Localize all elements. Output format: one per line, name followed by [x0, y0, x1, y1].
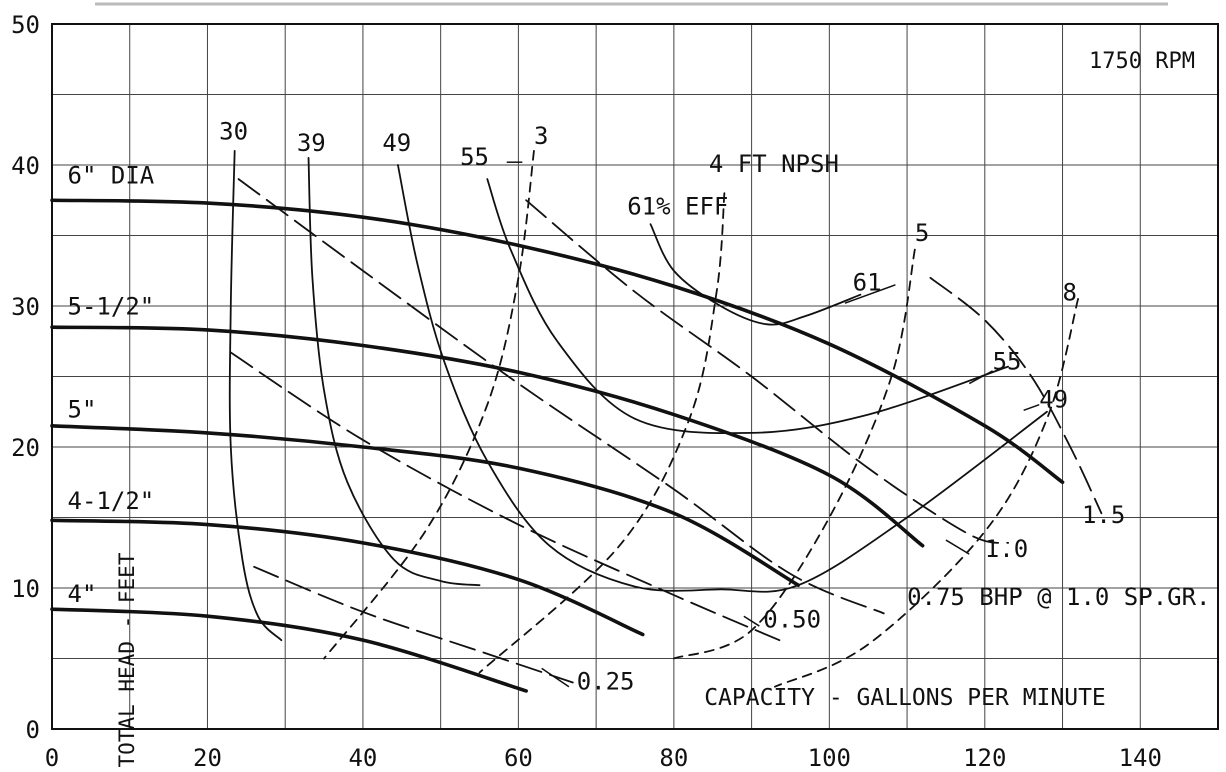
bhp-curve — [229, 351, 784, 643]
curve-label: 4 FT NPSH — [709, 150, 839, 178]
curve-label: 55 — [460, 143, 489, 171]
bhp-curve — [237, 178, 885, 615]
y-axis-label: TOTAL HEAD - FEET — [115, 552, 139, 767]
label-leader — [945, 539, 970, 555]
npsh-curve — [672, 248, 916, 660]
curve-label: 39 — [297, 129, 326, 157]
npsh-curve — [478, 192, 726, 674]
y-tick-label: 10 — [11, 575, 40, 603]
chart-curves — [50, 150, 1103, 693]
impeller-curve — [50, 325, 925, 548]
label-leader — [1023, 403, 1040, 412]
x-tick-label: 20 — [193, 744, 222, 772]
curve-label: 0.50 — [763, 605, 821, 633]
curve-label: 49 — [382, 129, 411, 157]
efficiency-curve — [228, 150, 283, 642]
plot-frame — [51, 23, 1219, 730]
x-tick-label: 100 — [808, 744, 851, 772]
label-leader — [743, 615, 760, 627]
curve-label: 0.25 — [577, 668, 635, 696]
bhp-curve — [253, 565, 574, 684]
x-tick-label: 80 — [659, 744, 688, 772]
npsh-curve — [774, 298, 1079, 688]
curve-label: 5-1/2" — [68, 292, 155, 320]
y-tick-label: 50 — [11, 11, 40, 39]
impeller-curve — [50, 424, 801, 587]
bhp-curve — [525, 199, 1010, 544]
x-tick-label: 140 — [1119, 744, 1162, 772]
curve-label: 49 — [1039, 386, 1068, 414]
label-leader — [844, 284, 896, 304]
efficiency-curve — [397, 164, 1048, 593]
curve-label: 5" — [68, 395, 97, 423]
curve-label: 1.0 — [985, 535, 1028, 563]
curve-label: 3 — [534, 122, 548, 150]
x-axis-label: CAPACITY - GALLONS PER MINUTE — [704, 685, 1106, 711]
curve-label: 4" — [68, 580, 97, 608]
npsh-curve — [323, 150, 535, 660]
label-leader — [968, 370, 993, 385]
chart-labels: 0 20 40 60 80 100 120 140 0 10 20 30 40 50 6" DIA 5-1/2… — [11, 11, 1210, 772]
label-leader — [541, 667, 570, 688]
curve-label: 8 — [1063, 278, 1077, 306]
x-tick-label: 60 — [504, 744, 533, 772]
y-tick-label: 30 — [11, 293, 40, 321]
x-tick-label: 40 — [348, 744, 377, 772]
curve-label: 5 — [915, 219, 929, 247]
impeller-curve — [50, 198, 1065, 485]
grid — [51, 2, 1219, 730]
bhp-curve — [929, 276, 1103, 515]
curve-label: 61 — [853, 268, 882, 296]
efficiency-curve — [486, 178, 1010, 435]
curve-label: 55 — [993, 347, 1022, 375]
curve-label: 1.5 — [1082, 501, 1125, 529]
curve-label: 4-1/2" — [68, 487, 155, 515]
efficiency-curve — [649, 223, 862, 326]
curve-label: 30 — [219, 118, 248, 146]
x-tick-label: 0 — [45, 744, 59, 772]
y-tick-label: 20 — [11, 434, 40, 462]
x-tick-label: 120 — [963, 744, 1006, 772]
impeller-curve — [50, 607, 528, 693]
curve-label: 0.75 BHP @ 1.0 SP.GR. — [907, 583, 1210, 611]
curve-label: 6" DIA — [68, 161, 155, 189]
y-tick-label: 0 — [26, 716, 40, 744]
impeller-curve — [50, 518, 645, 637]
curve-label: 61% EFF — [627, 192, 728, 220]
chart-title: 1750 RPM — [1089, 49, 1195, 74]
y-tick-label: 40 — [11, 152, 40, 180]
efficiency-curve — [307, 157, 481, 587]
